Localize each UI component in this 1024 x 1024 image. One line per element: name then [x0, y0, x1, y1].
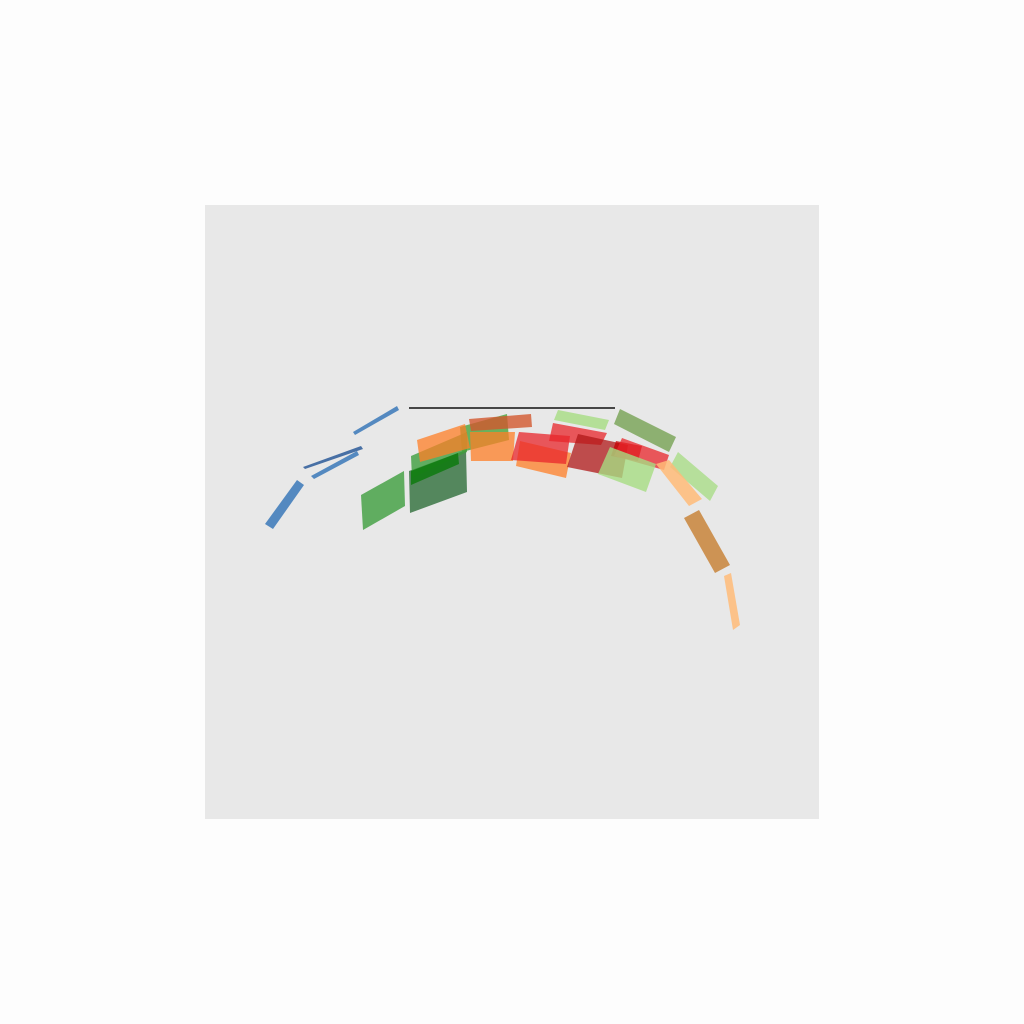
arc-segment: [614, 438, 669, 470]
arc-segment: [598, 447, 656, 492]
arc-segment: [361, 471, 405, 530]
arc-segment: [614, 409, 676, 452]
arc-segments: [265, 406, 740, 630]
arc-segment: [670, 452, 718, 501]
arc-segment: [303, 446, 363, 469]
arc-segment: [411, 453, 459, 485]
arc-segment: [417, 424, 470, 462]
arc-segment: [469, 414, 532, 431]
arc-segment: [684, 510, 730, 573]
arc-segment: [656, 460, 702, 506]
arc-segment: [311, 451, 359, 479]
arc-segment: [724, 573, 740, 630]
plot-panel: [205, 205, 819, 819]
arc-segment: [554, 410, 609, 430]
arc-segment: [353, 406, 399, 435]
arc-segment: [265, 480, 304, 529]
arc-segment: [470, 432, 515, 461]
